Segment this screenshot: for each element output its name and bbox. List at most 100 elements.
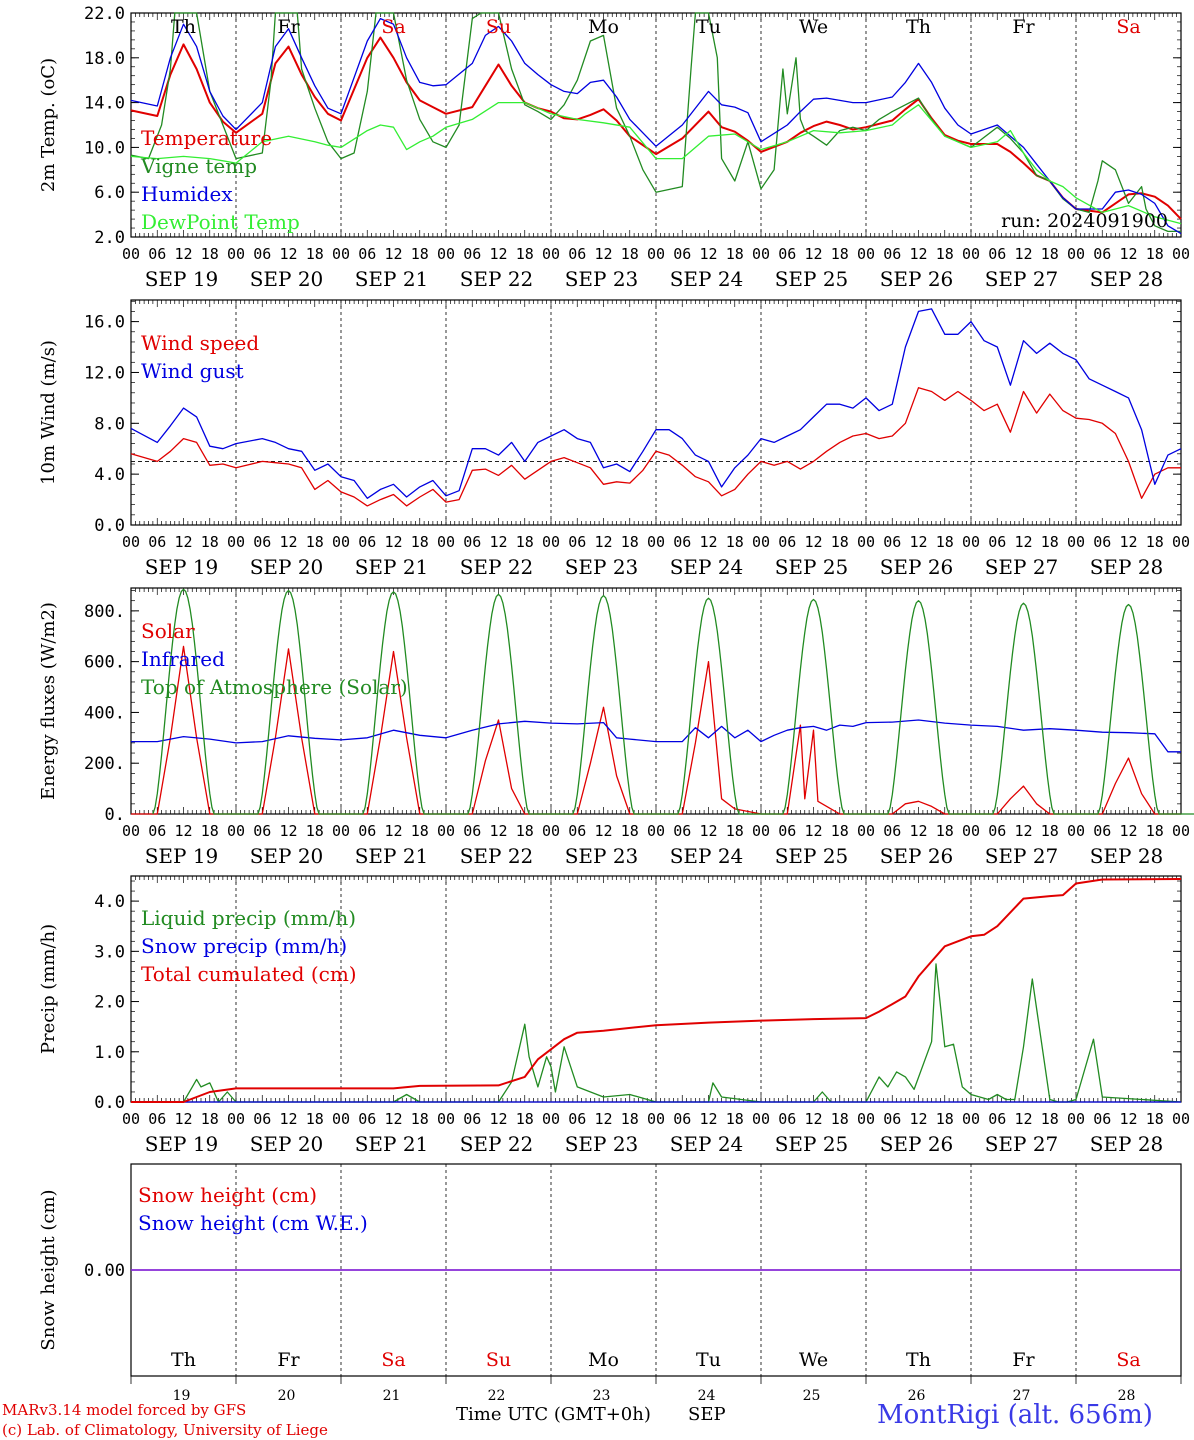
hour-label: 12 [489,1110,507,1128]
hour-label: 06 [148,245,166,263]
hour-label: 00 [227,245,245,263]
hour-label: 18 [201,822,219,840]
hour-label: 06 [568,533,586,551]
hour-label: 00 [437,822,455,840]
day-number-label: 26 [908,1388,926,1404]
hour-label: 12 [594,822,612,840]
y-tick-label: 14.0 [84,94,125,114]
hour-label: 06 [988,245,1006,263]
y-tick-label: 4.0 [94,465,125,485]
hour-label: 00 [437,245,455,263]
hour-label: 06 [673,822,691,840]
date-label: SEP 25 [775,1132,849,1156]
day-number-label: 24 [698,1388,716,1404]
hour-label: 12 [489,533,507,551]
hour-label: 00 [857,245,875,263]
hour-label: 12 [279,533,297,551]
hour-label: 00 [332,533,350,551]
hour-label: 18 [1146,1110,1164,1128]
date-label: SEP 20 [250,844,324,868]
hour-label: 00 [752,822,770,840]
date-label: SEP 27 [985,844,1059,868]
hour-label: 06 [1093,1110,1111,1128]
hour-label: 00 [332,822,350,840]
hour-label: 18 [201,1110,219,1128]
hour-label: 18 [726,245,744,263]
y-axis-title: Energy fluxes (W/m2) [38,602,59,800]
hour-label: 12 [1119,245,1137,263]
date-label: SEP 20 [250,267,324,291]
weekday-label-bottom: Th [906,1349,931,1371]
hour-label: 00 [647,533,665,551]
legend-label: Temperature [141,126,272,150]
hour-label: 00 [332,1110,350,1128]
run-label: run: 2024091900 [1001,210,1168,232]
hour-label: 12 [804,822,822,840]
series-line-infrared [131,719,1181,753]
date-label: SEP 19 [145,1132,219,1156]
weekday-label-top: Sa [1116,16,1140,38]
hour-label: 00 [122,245,140,263]
weekday-label-top: We [799,16,828,38]
hour-label: 12 [174,533,192,551]
y-tick-label: 2.0 [94,228,125,248]
hour-label: 18 [411,822,429,840]
date-label: SEP 22 [460,1132,534,1156]
hour-label: 06 [778,1110,796,1128]
hour-label: 12 [699,245,717,263]
day-number-label: 25 [803,1388,821,1404]
hour-label: 18 [936,245,954,263]
weekday-label-top: Tu [696,16,721,38]
hour-label: 18 [306,1110,324,1128]
weekday-label-bottom: Sa [381,1349,405,1371]
hour-label: 00 [122,533,140,551]
hour-label: 06 [253,533,271,551]
legend-label: Snow height (cm) [138,1183,317,1207]
hour-label: 06 [253,1110,271,1128]
hour-label: 18 [516,1110,534,1128]
legend-label: Liquid precip (mm/h) [141,906,356,930]
hour-label: 06 [988,533,1006,551]
y-tick-label: 0.00 [84,1261,125,1281]
hour-label: 06 [883,245,901,263]
y-tick-label: 18.0 [84,49,125,69]
hour-label: 12 [699,1110,717,1128]
hour-label: 00 [1172,822,1190,840]
date-label: SEP 19 [145,555,219,579]
hour-label: 06 [883,533,901,551]
y-tick-label: 12.0 [84,363,125,383]
panel-precip: 0.0 1.0 2.0 3.0 4.0 Precip (mm/h) Liquid preci… [38,875,1190,1156]
hour-label: 00 [1067,822,1085,840]
hour-label: 00 [1067,245,1085,263]
hour-label: 18 [936,1110,954,1128]
date-label: SEP 19 [145,844,219,868]
hour-label: 00 [542,533,560,551]
hour-label: 18 [516,822,534,840]
hour-label: 18 [201,245,219,263]
hour-label: 12 [909,245,927,263]
hour-label: 12 [174,822,192,840]
legend-label: Snow height (cm W.E.) [138,1211,368,1235]
hour-label: 06 [463,822,481,840]
hour-label: 18 [1041,533,1059,551]
hour-label: 00 [227,533,245,551]
series-line-temperature [130,36,1182,220]
weekday-label-top: Su [486,16,511,38]
y-tick-label: 0. [105,805,125,825]
hour-label: 06 [673,1110,691,1128]
hour-label: 00 [1067,1110,1085,1128]
hour-label: 12 [804,245,822,263]
y-tick-label: 0.0 [94,1093,125,1113]
hour-label: 00 [122,1110,140,1128]
series-line-dewpoint-temp [130,101,1182,225]
hour-label: 12 [279,245,297,263]
hour-label: 06 [988,1110,1006,1128]
day-number-label: 23 [593,1388,611,1404]
date-label: SEP 23 [565,555,639,579]
hour-label: 00 [962,245,980,263]
date-label: SEP 25 [775,555,849,579]
y-tick-label: 400. [84,703,125,723]
weekday-label-top: Th [171,16,196,38]
date-label: SEP 25 [775,267,849,291]
panel-snow: 0.00 Snow height (cm) Snow height (cm) Snow… [38,1163,1182,1384]
